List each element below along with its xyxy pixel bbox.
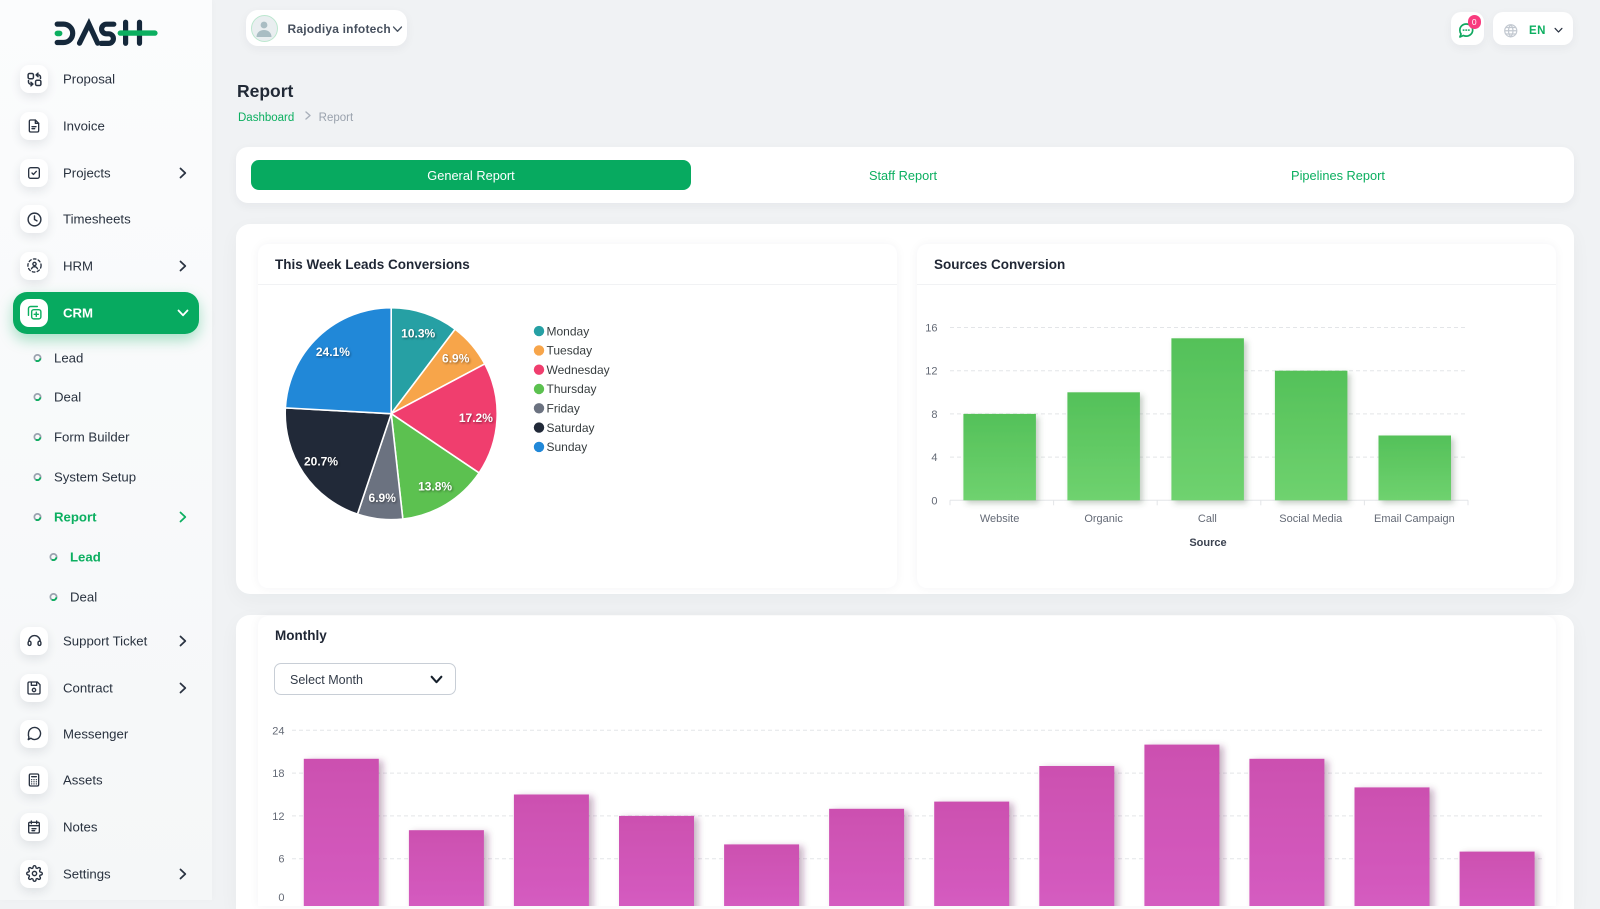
svg-text:16: 16 (925, 323, 937, 335)
svg-text:Sunday: Sunday (547, 440, 588, 454)
svg-text:Thursday: Thursday (547, 382, 597, 396)
svg-text:Monday: Monday (547, 324, 590, 338)
svg-text:Tuesday: Tuesday (547, 344, 593, 358)
svg-text:Source: Source (1189, 537, 1226, 549)
svg-text:17.2%: 17.2% (459, 411, 493, 425)
svg-text:13.8%: 13.8% (418, 479, 452, 493)
svg-text:10.3%: 10.3% (401, 326, 435, 340)
svg-text:Email Campaign: Email Campaign (1374, 513, 1455, 525)
svg-text:6.9%: 6.9% (369, 491, 397, 505)
svg-text:24: 24 (272, 725, 284, 737)
svg-text:Friday: Friday (547, 402, 580, 416)
svg-text:0: 0 (931, 495, 937, 507)
svg-text:Website: Website (980, 513, 1020, 525)
svg-text:12: 12 (925, 366, 937, 378)
svg-text:Wednesday: Wednesday (547, 363, 610, 377)
svg-text:6: 6 (278, 854, 284, 866)
svg-text:20.7%: 20.7% (304, 454, 338, 468)
svg-text:6.9%: 6.9% (442, 352, 470, 366)
svg-text:Organic: Organic (1084, 513, 1123, 525)
svg-text:Social Media: Social Media (1279, 513, 1343, 525)
svg-text:12: 12 (272, 811, 284, 823)
svg-text:4: 4 (931, 452, 937, 464)
svg-text:0: 0 (278, 892, 284, 904)
svg-text:24.1%: 24.1% (316, 345, 350, 359)
svg-text:8: 8 (931, 409, 937, 421)
svg-text:Saturday: Saturday (547, 421, 595, 435)
svg-text:18: 18 (272, 768, 284, 780)
svg-text:Call: Call (1198, 513, 1217, 525)
